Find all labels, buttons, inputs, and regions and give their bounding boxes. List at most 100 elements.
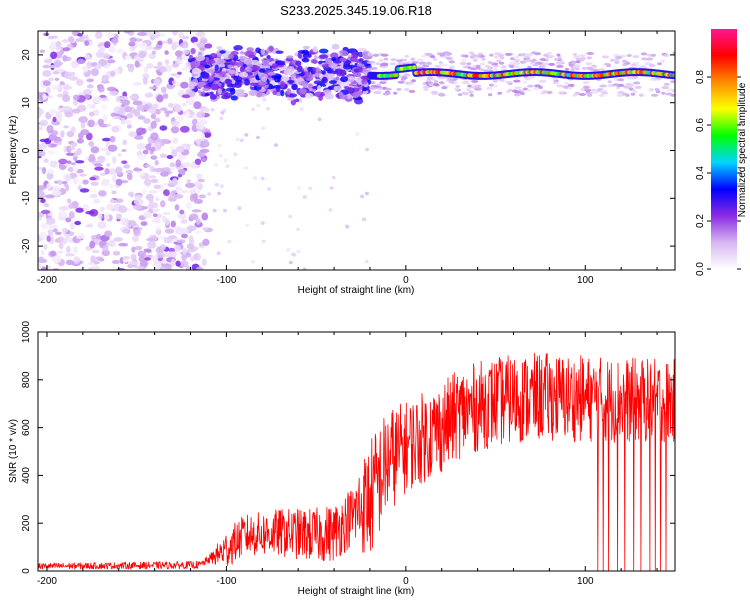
spectrogram-cell bbox=[256, 103, 261, 108]
spectrogram-cell bbox=[176, 154, 187, 161]
spectrogram-cell bbox=[127, 64, 135, 73]
spectrogram-cell bbox=[670, 80, 675, 84]
spectrogram-cell bbox=[622, 63, 628, 67]
spectrogram-cell bbox=[329, 80, 337, 85]
spectrogram-cell bbox=[543, 53, 549, 57]
spectrogram-cell bbox=[161, 40, 168, 44]
spectrogram-cell bbox=[63, 71, 72, 80]
spectrogram-cell bbox=[182, 49, 190, 55]
spectrogram-cell bbox=[88, 261, 96, 266]
spectrogram-cell bbox=[154, 159, 159, 166]
spectrogram-cell bbox=[186, 143, 191, 151]
spectrogram-cell bbox=[288, 260, 293, 265]
spectrogram-cell bbox=[371, 66, 378, 70]
spectrogram-cell bbox=[331, 57, 337, 62]
spectrogram-cell bbox=[55, 46, 63, 51]
spectrogram-cell bbox=[47, 168, 55, 174]
spectrogram-cell bbox=[260, 176, 265, 181]
spectrogram-cell bbox=[139, 172, 145, 177]
spectrogram-cell bbox=[133, 108, 141, 117]
spectrogram-cell bbox=[425, 52, 433, 56]
spectrogram-cell bbox=[262, 97, 267, 102]
spectrogram-cell bbox=[164, 59, 170, 65]
spectrogram-cell bbox=[88, 40, 93, 46]
spectrogram-cell bbox=[180, 219, 188, 224]
spectrogram-cell bbox=[140, 221, 148, 226]
spectrogram-cell bbox=[43, 59, 53, 64]
spectrogram-cell bbox=[650, 53, 657, 57]
spectrogram-cell bbox=[200, 91, 206, 96]
spectrogram-cell bbox=[369, 87, 376, 90]
spectrogram-cell bbox=[628, 87, 634, 91]
spectrogram-cell bbox=[181, 253, 187, 261]
spectrogram-cell bbox=[58, 206, 68, 211]
spectrogram-cell bbox=[358, 66, 363, 73]
spectrogram-cell bbox=[123, 164, 131, 169]
spectrogram-cell bbox=[209, 93, 217, 100]
spectrogram-cell bbox=[471, 80, 479, 83]
spectrogram-cell bbox=[305, 92, 314, 99]
spectrogram-cell bbox=[261, 126, 266, 131]
spectrogram-cell bbox=[199, 194, 207, 199]
spectrogram-cell bbox=[280, 89, 285, 97]
spectrogram-cell bbox=[43, 244, 48, 250]
spectrogram-cell bbox=[85, 224, 94, 228]
spectrogram-cell bbox=[131, 246, 136, 253]
spectrogram-cell bbox=[248, 90, 258, 96]
spectrogram-cell bbox=[136, 104, 146, 111]
spectrogram-cell bbox=[151, 255, 159, 261]
spectrogram-cell bbox=[106, 123, 111, 127]
spectrogram-cell bbox=[552, 77, 559, 81]
spectrogram-cell bbox=[475, 84, 482, 88]
spectrogram-cell bbox=[572, 52, 577, 56]
spectrogram-cell bbox=[195, 54, 206, 62]
spectrogram-cell bbox=[360, 75, 368, 80]
spectrogram-cell bbox=[511, 89, 519, 93]
spectrogram-cell bbox=[131, 235, 139, 243]
spectrogram-cell bbox=[167, 102, 174, 108]
spectrogram-cell bbox=[462, 92, 469, 96]
spectrogram-cell bbox=[634, 65, 640, 68]
spectrogram-cell bbox=[39, 138, 50, 143]
snr-ytick-label: 400 bbox=[21, 467, 32, 484]
spectrogram-cell bbox=[179, 42, 189, 49]
spectrogram-cell bbox=[98, 213, 103, 220]
spectrogram-cell bbox=[519, 92, 525, 96]
spectrogram-cell bbox=[221, 94, 230, 100]
spectrogram-cell bbox=[633, 61, 640, 65]
spectrogram-cell bbox=[570, 68, 575, 72]
spectrogram-cell bbox=[500, 65, 508, 69]
spectrogram-cell bbox=[527, 52, 533, 56]
spectrogram-cell bbox=[180, 227, 190, 234]
spectrogram-cell bbox=[499, 79, 505, 82]
spectrogram-cell bbox=[47, 35, 54, 40]
spectrogram-cell bbox=[654, 77, 662, 81]
spectrogram-cell bbox=[407, 81, 415, 85]
spectrogram-cell bbox=[124, 106, 132, 113]
colorbar-ticks: 0.0 0.2 0.4 0.6 0.8 bbox=[695, 70, 741, 276]
spectrogram-cell bbox=[312, 46, 319, 53]
spectrogram-cell bbox=[207, 192, 212, 196]
spectrogram-cell bbox=[393, 91, 398, 95]
spectrogram-cell bbox=[291, 252, 296, 257]
spectrogram-cell bbox=[154, 141, 161, 150]
spectrogram-cell bbox=[513, 79, 521, 83]
spectrogram-cell bbox=[52, 84, 60, 91]
spectrogram-cell bbox=[97, 221, 107, 229]
spectrogram-cell bbox=[260, 48, 266, 56]
spectrogram-cell bbox=[45, 95, 53, 99]
spectrogram-cell bbox=[60, 210, 68, 218]
spectrogram-cell bbox=[614, 56, 623, 59]
spectrogram-cell bbox=[139, 260, 149, 267]
spectrogram-cell bbox=[123, 119, 133, 126]
spectrogram-cell bbox=[632, 90, 638, 93]
spectrogram-cell bbox=[98, 58, 108, 67]
spectrogram-cell bbox=[121, 148, 127, 153]
spectrogram-cell bbox=[476, 66, 481, 70]
spectrogram-cell bbox=[39, 231, 47, 240]
spectrogram-cell bbox=[295, 98, 300, 103]
spectrogram-cell bbox=[601, 91, 609, 95]
spectrogram-cell bbox=[466, 88, 472, 91]
spectrogram-cell bbox=[40, 267, 48, 270]
